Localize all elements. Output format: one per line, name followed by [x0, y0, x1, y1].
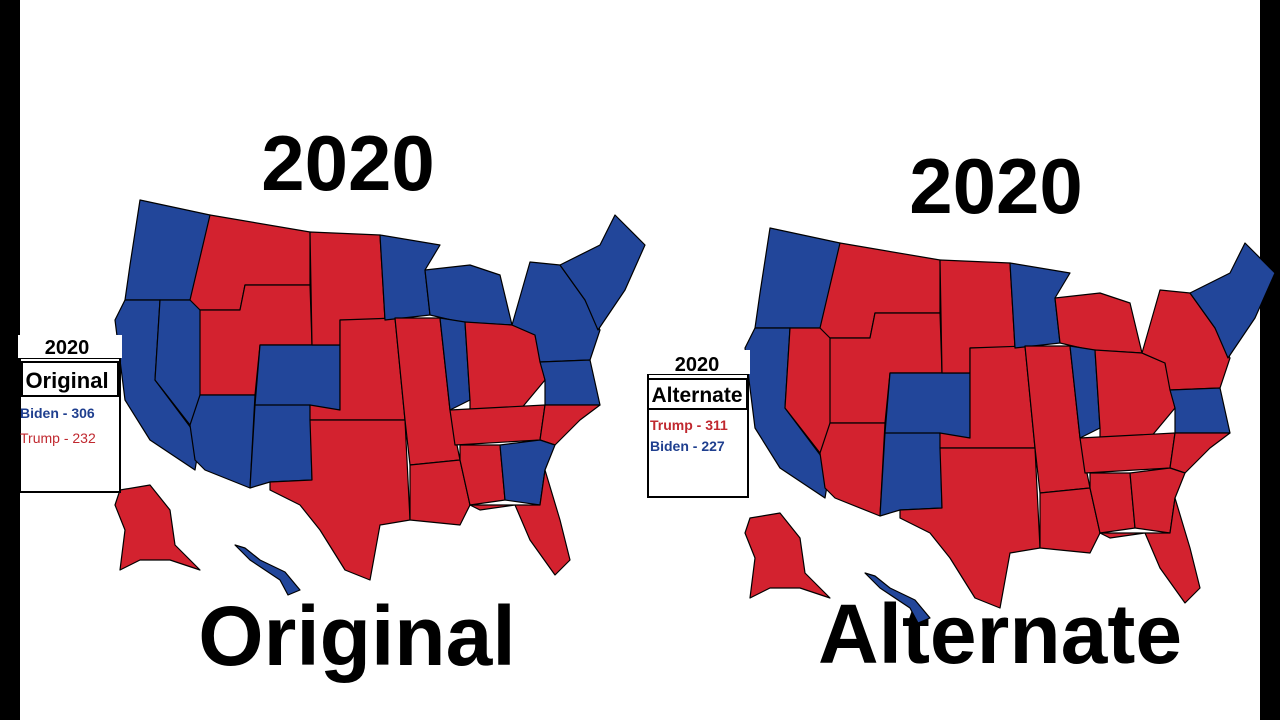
legend: 2020 Original Biden - 306 Trump - 232 [18, 335, 122, 493]
state-region [1054, 292, 1143, 354]
state-region [1094, 349, 1176, 439]
state-region [1099, 497, 1201, 604]
state-region [884, 372, 971, 439]
state-region [1089, 472, 1136, 534]
state-region [464, 321, 546, 411]
legend: 2020 Alternate Trump - 311 Biden - 227 [646, 350, 750, 498]
legend-name-box [21, 361, 119, 397]
legend-year: 2020 [675, 354, 720, 376]
state-region [1169, 432, 1231, 474]
legend-line: Biden - 227 [650, 438, 725, 454]
state-region [424, 264, 513, 326]
state-region [189, 394, 256, 489]
state-region [879, 432, 943, 517]
legend-name: Original [25, 368, 108, 393]
side-bar [1260, 0, 1280, 720]
state-region [409, 459, 471, 526]
legend-name-box [647, 378, 748, 410]
legend-header [646, 350, 750, 374]
legend-line: Trump - 232 [20, 430, 96, 446]
us-map [744, 227, 1276, 624]
legend-header [18, 335, 122, 358]
legend-name: Alternate [651, 384, 742, 407]
map-title: 2020 [909, 142, 1083, 230]
state-region [559, 214, 646, 331]
state-region [744, 512, 831, 599]
state-region [1141, 289, 1231, 391]
state-region [469, 469, 571, 576]
state-region [114, 484, 201, 571]
state-region [234, 544, 301, 596]
side-bar [0, 0, 20, 720]
state-region [539, 359, 601, 406]
state-region [249, 404, 313, 489]
state-region [254, 344, 341, 411]
state-region [269, 419, 411, 581]
us-map [114, 199, 646, 596]
map-title: 2020 [261, 119, 435, 207]
state-region [539, 404, 601, 446]
state-region [449, 404, 546, 446]
state-region [1039, 487, 1101, 554]
state-region [1189, 242, 1276, 359]
state-region [899, 447, 1041, 609]
legend-line: Biden - 306 [20, 405, 95, 421]
map-caption: Original [198, 589, 515, 683]
state-region [459, 444, 506, 506]
legend-year: 2020 [45, 337, 90, 359]
state-region [1169, 387, 1231, 434]
state-region [511, 261, 601, 363]
state-region [819, 422, 886, 517]
state-region [1079, 432, 1176, 474]
state-region [864, 572, 931, 624]
legend-line: Trump - 311 [650, 417, 728, 433]
